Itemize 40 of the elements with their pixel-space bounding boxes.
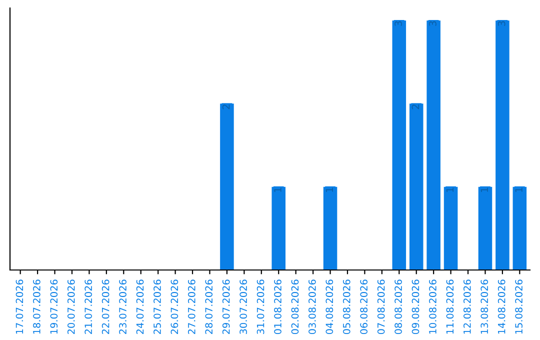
- data-label: 3: [429, 21, 436, 26]
- x-tick-label: 19.07.2026: [50, 280, 58, 334]
- x-tick-label: 23.07.2026: [119, 280, 126, 334]
- x-tick-label: 03.08.2026: [308, 280, 316, 334]
- x-tick-label: 31.07.2026: [256, 280, 264, 334]
- data-label: 1: [515, 188, 522, 192]
- x-tick-label: 12.08.2026: [463, 280, 471, 334]
- x-tick-label: 29.07.2026: [222, 280, 230, 334]
- x-tick-label: 25.07.2026: [154, 280, 161, 334]
- x-tick-label: 09.08.2026: [412, 280, 420, 334]
- x-tick-label: 04.08.2026: [326, 280, 334, 334]
- x-tick-label: 28.07.2026: [205, 280, 213, 334]
- x-tick-label: 14.08.2026: [498, 280, 506, 334]
- x-tick-label: 15.08.2026: [515, 280, 522, 334]
- x-tick-label: 21.07.2026: [84, 280, 92, 334]
- data-label: 3: [498, 21, 506, 26]
- data-label: 1: [326, 188, 333, 192]
- x-tick-label: 01.08.2026: [274, 280, 282, 334]
- x-tick-label: 20.07.2026: [67, 280, 75, 334]
- x-tick-label: 22.07.2026: [102, 280, 110, 334]
- x-tick-label: 13.08.2026: [480, 280, 488, 334]
- x-tick-label: 27.07.2026: [188, 280, 196, 334]
- x-tick-label: 11.08.2026: [446, 280, 454, 334]
- x-tick-label: 24.07.2026: [136, 280, 144, 334]
- x-tick-label: 02.08.2026: [291, 280, 299, 334]
- x-tick-label: 07.08.2026: [377, 280, 385, 334]
- data-label: 2: [222, 104, 230, 110]
- x-tick-label: 17.07.2026: [16, 280, 24, 334]
- data-label: 1: [480, 188, 488, 192]
- data-label: 2: [412, 104, 420, 110]
- x-tick-label: 26.07.2026: [170, 280, 178, 334]
- x-tick-label: 18.07.2026: [33, 280, 40, 334]
- x-tick-label: 10.08.2026: [429, 280, 436, 334]
- data-label: 1: [274, 188, 282, 192]
- x-tick-label: 08.08.2026: [394, 280, 402, 334]
- data-label: 1: [446, 188, 454, 192]
- data-label: 3: [394, 21, 402, 26]
- x-tick-label: 05.08.2026: [342, 280, 350, 334]
- x-tick-label: 30.07.2026: [240, 280, 247, 334]
- x-tick-label: 06.08.2026: [360, 280, 368, 334]
